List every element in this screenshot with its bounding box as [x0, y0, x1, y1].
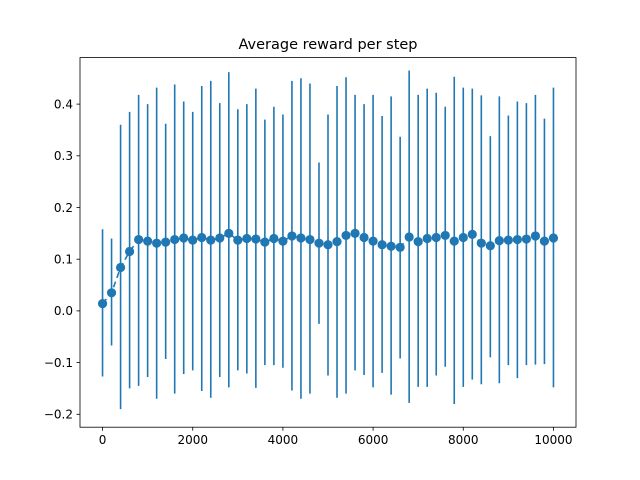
data-point	[224, 228, 234, 238]
x-tick-label: 2000	[177, 433, 208, 447]
data-point	[314, 238, 324, 248]
data-point	[323, 240, 333, 250]
data-point	[287, 231, 297, 241]
data-point	[395, 242, 405, 252]
data-point	[404, 232, 414, 242]
data-point	[440, 230, 450, 241]
data-point	[431, 232, 441, 243]
data-point	[188, 235, 198, 245]
data-point	[539, 236, 550, 246]
data-point	[278, 236, 288, 246]
y-tick-label: −0.1	[44, 356, 73, 370]
data-point	[296, 233, 306, 243]
data-point	[233, 235, 243, 245]
data-point	[134, 234, 144, 245]
data-point	[530, 231, 541, 241]
data-point	[152, 238, 162, 248]
y-axis: −0.2 −0.1 0.0 0.1 0.2 0.3 0.4	[44, 97, 80, 422]
data-point	[458, 232, 468, 243]
data-point	[386, 241, 396, 251]
data-point	[251, 234, 261, 244]
data-point	[179, 233, 189, 243]
data-point	[341, 230, 351, 241]
data-point	[368, 236, 378, 246]
data-point	[269, 233, 279, 244]
data-point	[143, 236, 153, 246]
data-point	[97, 299, 108, 309]
data-point	[548, 233, 559, 243]
data-point	[206, 235, 216, 245]
data-point	[170, 234, 180, 245]
chart-marks	[97, 70, 559, 410]
data-point	[106, 288, 117, 298]
data-point	[476, 238, 486, 248]
y-tick-label: 0.3	[54, 149, 73, 163]
data-point	[359, 232, 369, 243]
y-tick-label: 0.2	[54, 201, 73, 215]
data-point	[215, 233, 225, 243]
data-point	[377, 240, 387, 250]
x-tick-label: 6000	[358, 433, 389, 447]
data-point	[503, 235, 513, 245]
chart-title: Average reward per step	[238, 37, 417, 53]
y-tick-label: −0.2	[44, 408, 73, 422]
x-tick-label: 0	[99, 433, 107, 447]
data-point	[449, 236, 459, 246]
data-point	[512, 234, 522, 245]
data-point	[242, 233, 252, 244]
data-point	[197, 232, 207, 243]
data-point	[161, 237, 171, 247]
data-point	[521, 234, 532, 244]
data-point	[115, 262, 126, 273]
data-point	[485, 241, 495, 251]
x-axis: 0 2000 4000 6000 8000 10000	[99, 427, 573, 447]
data-point	[332, 237, 342, 247]
data-point	[494, 235, 504, 246]
y-tick-label: 0.0	[54, 304, 73, 318]
data-point	[125, 246, 135, 257]
data-point	[350, 228, 360, 238]
data-point	[413, 237, 423, 247]
data-point	[260, 237, 270, 247]
y-tick-label: 0.4	[54, 97, 73, 111]
x-tick-label: 10000	[534, 433, 572, 447]
data-point	[422, 233, 432, 244]
data-point	[305, 234, 315, 245]
x-tick-label: 4000	[268, 433, 299, 447]
x-tick-label: 8000	[448, 433, 479, 447]
y-tick-label: 0.1	[54, 253, 73, 267]
data-point	[467, 229, 477, 239]
plot-frame	[79, 57, 577, 428]
